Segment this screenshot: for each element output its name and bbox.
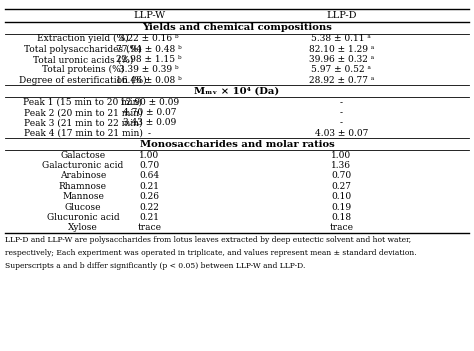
Text: Galactose: Galactose <box>60 151 106 160</box>
Text: LLP-W: LLP-W <box>133 11 165 20</box>
Text: -: - <box>340 108 343 117</box>
Text: Total proteins (%): Total proteins (%) <box>42 65 124 74</box>
Text: 12.90 ± 0.09: 12.90 ± 0.09 <box>120 98 179 107</box>
Text: Peak 2 (20 min to 21 min): Peak 2 (20 min to 21 min) <box>24 108 142 117</box>
Text: 4.70 ± 0.07: 4.70 ± 0.07 <box>123 108 176 117</box>
Text: 4.03 ± 0.07: 4.03 ± 0.07 <box>315 129 368 138</box>
Text: Arabinose: Arabinose <box>60 171 106 180</box>
Text: 1.00: 1.00 <box>331 151 351 160</box>
Text: 1.36: 1.36 <box>331 161 351 170</box>
Text: LLP-D and LLP-W are polysaccharides from lotus leaves extracted by deep eutectic: LLP-D and LLP-W are polysaccharides from… <box>5 236 411 244</box>
Text: 0.21: 0.21 <box>139 213 159 222</box>
Text: -: - <box>340 118 343 127</box>
Text: Monosaccharides and molar ratios: Monosaccharides and molar ratios <box>140 140 334 149</box>
Text: Extraction yield (%): Extraction yield (%) <box>37 34 129 44</box>
Text: respectively; Each experiment was operated in triplicate, and values represent m: respectively; Each experiment was operat… <box>5 249 416 257</box>
Text: 0.10: 0.10 <box>331 192 351 201</box>
Text: 3.43 ± 0.09: 3.43 ± 0.09 <box>123 118 176 127</box>
Text: 0.26: 0.26 <box>139 192 159 201</box>
Text: Total uronic acids (%): Total uronic acids (%) <box>33 55 133 64</box>
Text: 0.19: 0.19 <box>331 203 351 212</box>
Text: Peak 1 (15 min to 20 min): Peak 1 (15 min to 20 min) <box>23 98 143 107</box>
Text: 3.39 ± 0.39 ᵇ: 3.39 ± 0.39 ᵇ <box>119 65 179 74</box>
Text: 5.38 ± 0.11 ᵃ: 5.38 ± 0.11 ᵃ <box>311 34 371 44</box>
Text: 22.98 ± 1.15 ᵇ: 22.98 ± 1.15 ᵇ <box>117 55 182 64</box>
Text: Peak 3 (21 min to 22 min): Peak 3 (21 min to 22 min) <box>24 118 142 127</box>
Text: Mₘᵥ × 10⁴ (Da): Mₘᵥ × 10⁴ (Da) <box>194 87 280 96</box>
Text: 0.70: 0.70 <box>139 161 159 170</box>
Text: 39.96 ± 0.32 ᵃ: 39.96 ± 0.32 ᵃ <box>309 55 374 64</box>
Text: 28.92 ± 0.77 ᵃ: 28.92 ± 0.77 ᵃ <box>309 76 374 85</box>
Text: 77.94 ± 0.48 ᵇ: 77.94 ± 0.48 ᵇ <box>117 45 182 54</box>
Text: 1.00: 1.00 <box>139 151 159 160</box>
Text: LLP-D: LLP-D <box>326 11 356 20</box>
Text: trace: trace <box>329 223 353 232</box>
Text: Peak 4 (17 min to 21 min): Peak 4 (17 min to 21 min) <box>24 129 142 138</box>
Text: trace: trace <box>137 223 161 232</box>
Text: Rhamnose: Rhamnose <box>59 182 107 191</box>
Text: Mannose: Mannose <box>62 192 104 201</box>
Text: Galacturonic acid: Galacturonic acid <box>42 161 124 170</box>
Text: Glucuronic acid: Glucuronic acid <box>46 213 119 222</box>
Text: 0.21: 0.21 <box>139 182 159 191</box>
Text: Superscripts a and b differ significantly (p < 0.05) between LLP-W and LLP-D.: Superscripts a and b differ significantl… <box>5 262 305 270</box>
Text: -: - <box>340 98 343 107</box>
Text: 82.10 ± 1.29 ᵃ: 82.10 ± 1.29 ᵃ <box>309 45 374 54</box>
Text: 3.22 ± 0.16 ᵇ: 3.22 ± 0.16 ᵇ <box>119 34 179 44</box>
Text: 16.46 ± 0.08 ᵇ: 16.46 ± 0.08 ᵇ <box>117 76 182 85</box>
Text: Yields and chemical compositions: Yields and chemical compositions <box>142 24 332 32</box>
Text: 0.18: 0.18 <box>331 213 351 222</box>
Text: Degree of esterification (%): Degree of esterification (%) <box>19 76 147 85</box>
Text: Glucose: Glucose <box>64 203 101 212</box>
Text: 0.22: 0.22 <box>139 203 159 212</box>
Text: -: - <box>148 129 151 138</box>
Text: 0.64: 0.64 <box>139 171 159 180</box>
Text: 0.27: 0.27 <box>331 182 351 191</box>
Text: Total polysaccharides (%): Total polysaccharides (%) <box>24 45 142 54</box>
Text: 0.70: 0.70 <box>331 171 351 180</box>
Text: Xylose: Xylose <box>68 223 98 232</box>
Text: 5.97 ± 0.52 ᵃ: 5.97 ± 0.52 ᵃ <box>311 65 371 74</box>
